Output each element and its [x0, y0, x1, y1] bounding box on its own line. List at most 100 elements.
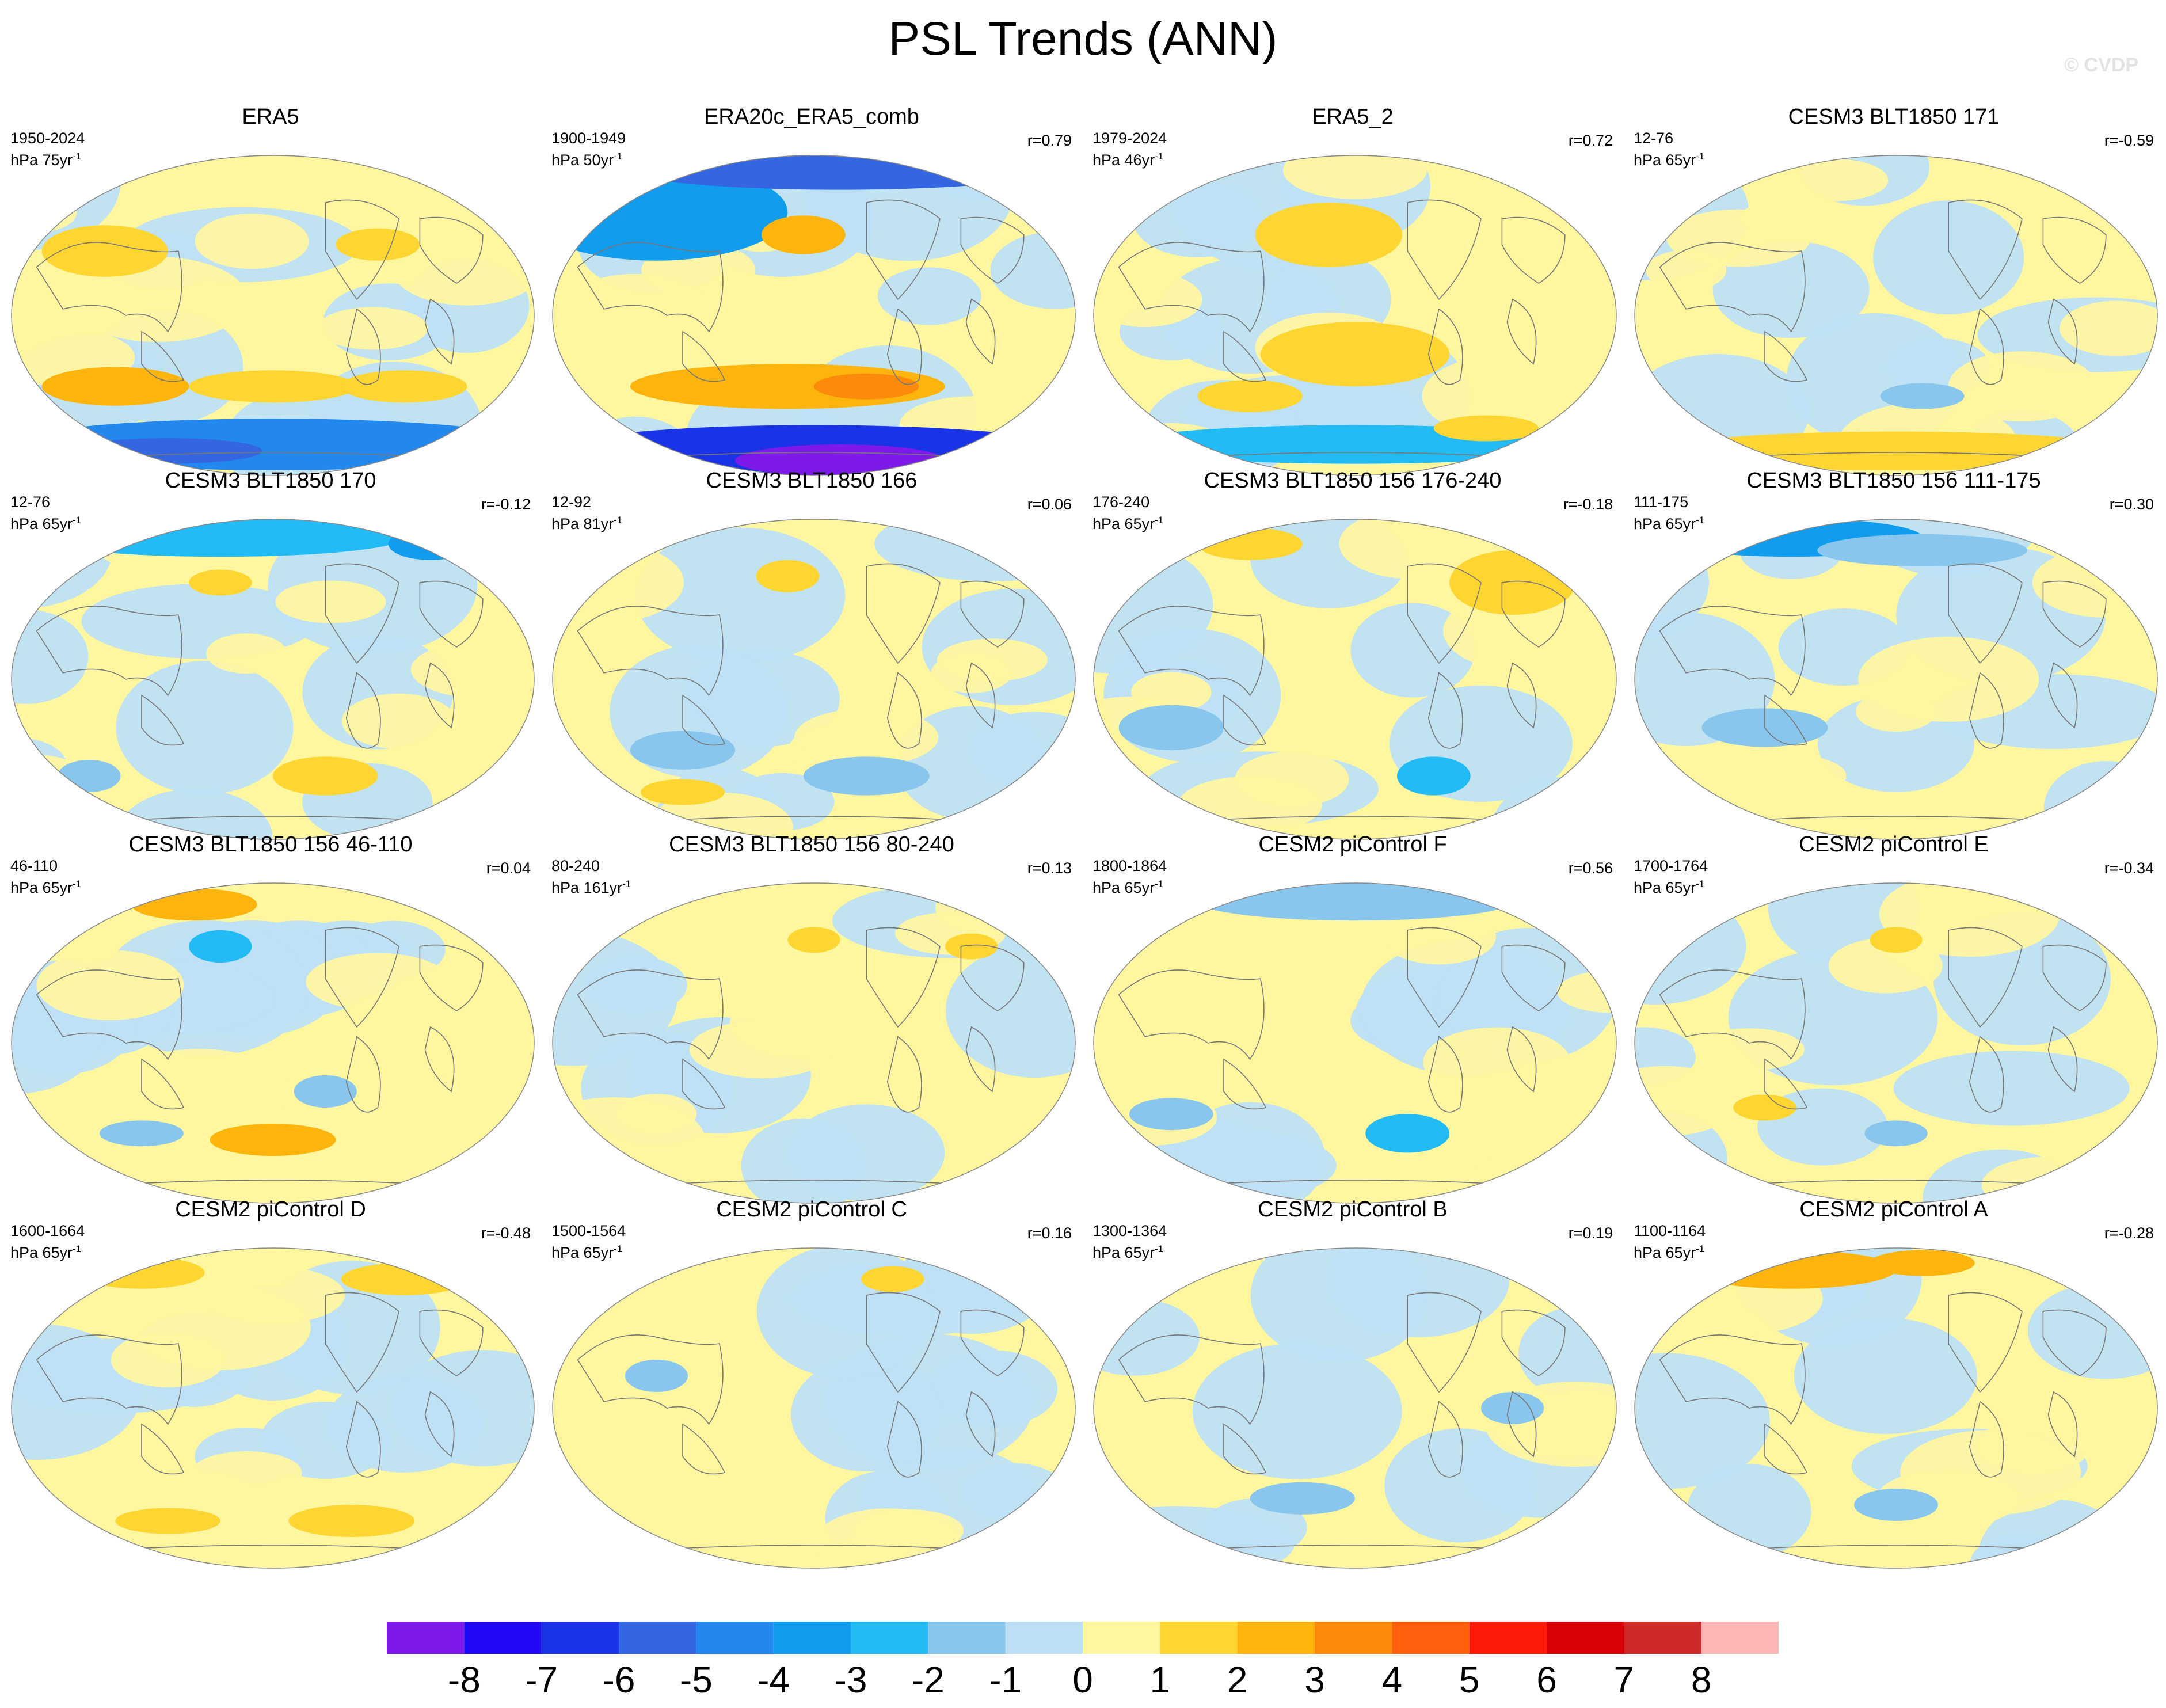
colorbar-swatch: [851, 1622, 928, 1654]
colorbar-swatch: [1469, 1622, 1547, 1654]
panel-title: CESM3 BLT1850 156 46-110: [128, 832, 413, 857]
map-panel: CESM3 BLT1850 170 12-76 hPa 65yr-1 r=-0.12: [0, 467, 541, 840]
map-panel: CESM2 piControl C 1500-1564 hPa 65yr-1 r=0.…: [541, 1196, 1082, 1569]
panel-correlation: r=0.06: [1027, 496, 1072, 513]
colorbar-swatch: [1237, 1622, 1315, 1654]
panel-title: CESM2 piControl A: [1799, 1197, 1988, 1222]
colorbar-label: 3: [1304, 1659, 1325, 1701]
panel-period: 1950-2024: [10, 130, 85, 147]
panel-units: hPa 75yr-1: [10, 151, 82, 169]
map-panel: CESM2 piControl F 1800-1864 hPa 65yr-1 r=0.…: [1082, 831, 1623, 1204]
panel-correlation: r=0.30: [2109, 496, 2154, 513]
panel-period: 1600-1664: [10, 1222, 85, 1239]
colorbar-label: -1: [989, 1659, 1022, 1701]
panel-correlation: r=-0.48: [481, 1224, 531, 1242]
colorbar: [387, 1622, 1779, 1654]
trend-map: [552, 519, 1076, 840]
panel-correlation: r=0.72: [1568, 132, 1613, 149]
panel-units: hPa 65yr-1: [1634, 515, 1705, 532]
panel-units: hPa 46yr-1: [1092, 151, 1164, 169]
trend-map: [552, 882, 1076, 1204]
trend-map: [1093, 155, 1617, 476]
colorbar-label: 4: [1381, 1659, 1403, 1701]
map-panel: CESM3 BLT1850 166 12-92 hPa 81yr-1 r=0.06: [541, 467, 1082, 840]
colorbar-swatch: [1624, 1622, 1701, 1654]
panel-title: CESM3 BLT1850 166: [706, 469, 918, 493]
trend-map: [11, 882, 535, 1204]
panel-units: hPa 65yr-1: [1634, 1243, 1705, 1261]
colorbar-swatch: [1392, 1622, 1470, 1654]
panel-title: CESM2 piControl E: [1799, 832, 1989, 857]
panel-title: ERA20c_ERA5_comb: [704, 105, 919, 129]
panel-units: hPa 50yr-1: [551, 151, 623, 169]
map-panel: CESM3 BLT1850 156 111-175 111-175 hPa 65yr…: [1623, 467, 2164, 840]
panel-period: 12-92: [551, 493, 592, 511]
trend-map: [1634, 882, 2158, 1204]
panel-period: 1979-2024: [1092, 130, 1167, 147]
map-panel: CESM2 piControl D 1600-1664 hPa 65yr-1 r=-0…: [0, 1196, 541, 1569]
panel-correlation: r=0.56: [1568, 859, 1613, 877]
panel-period: 1800-1864: [1092, 857, 1167, 874]
panel-title: CESM3 BLT1850 156 111-175: [1746, 469, 2041, 493]
trend-map: [1093, 519, 1617, 840]
panel-period: 80-240: [551, 857, 600, 874]
colorbar-labels: -8 -7 -6 -5 -4 -3 -2 -1 0 1 2 3 4 5 6 7 8: [0, 1658, 2166, 1704]
panel-units: hPa 65yr-1: [1092, 1243, 1164, 1261]
panel-units: hPa 65yr-1: [1092, 878, 1164, 896]
colorbar-label: -7: [525, 1659, 558, 1701]
colorbar-swatch: [1701, 1622, 1779, 1654]
panel-title: CESM3 BLT1850 156 80-240: [669, 832, 954, 857]
watermark: © CVDP: [2064, 54, 2138, 76]
panel-units: hPa 65yr-1: [1634, 878, 1705, 896]
map-panel: CESM2 piControl A 1100-1164 hPa 65yr-1 r=-0…: [1623, 1196, 2164, 1569]
panel-period: 1900-1949: [551, 130, 626, 147]
map-panel: ERA5 1950-2024 hPa 75yr-1: [0, 104, 541, 476]
panel-correlation: r=-0.12: [481, 496, 531, 513]
colorbar-swatch: [1547, 1622, 1624, 1654]
map-panel: CESM3 BLT1850 156 80-240 80-240 hPa 161yr-…: [541, 831, 1082, 1204]
panel-period: 1100-1164: [1634, 1222, 1706, 1239]
panel-correlation: r=0.79: [1027, 132, 1072, 149]
trend-map: [11, 155, 535, 476]
colorbar-label: -8: [447, 1659, 481, 1701]
panel-units: hPa 65yr-1: [10, 878, 82, 896]
colorbar-label: 1: [1149, 1659, 1171, 1701]
trend-map: [11, 519, 535, 840]
panel-period: 1500-1564: [551, 1222, 626, 1239]
trend-map: [1634, 1247, 2158, 1569]
colorbar-swatch: [773, 1622, 851, 1654]
map-panel: CESM2 piControl B 1300-1364 hPa 65yr-1 r=0.…: [1082, 1196, 1623, 1569]
trend-map: [1093, 1247, 1617, 1569]
colorbar-swatch: [464, 1622, 542, 1654]
colorbar-swatch: [619, 1622, 696, 1654]
panel-correlation: r=0.04: [486, 859, 531, 877]
panel-title: CESM2 piControl C: [716, 1197, 907, 1222]
panel-title: ERA5_2: [1312, 105, 1394, 129]
colorbar-label: -2: [911, 1659, 945, 1701]
colorbar-swatch: [1160, 1622, 1238, 1654]
panel-period: 46-110: [10, 857, 58, 874]
trend-map: [1093, 882, 1617, 1204]
map-panel: ERA5_2 1979-2024 hPa 46yr-1 r=0.72: [1082, 104, 1623, 476]
panel-period: 1700-1764: [1634, 857, 1708, 874]
panel-period: 12-76: [10, 493, 51, 511]
colorbar-label: 6: [1536, 1659, 1557, 1701]
panel-period: 176-240: [1092, 493, 1150, 511]
panel-period: 1300-1364: [1092, 1222, 1167, 1239]
trend-map: [11, 1247, 535, 1569]
panel-title: CESM2 piControl B: [1258, 1197, 1448, 1222]
panel-correlation: r=-0.18: [1563, 496, 1613, 513]
panel-period: 111-175: [1634, 493, 1689, 511]
colorbar-swatch: [696, 1622, 774, 1654]
panel-correlation: r=0.16: [1027, 1224, 1072, 1242]
colorbar-label: 8: [1691, 1659, 1712, 1701]
panel-title: CESM3 BLT1850 171: [1788, 105, 2000, 129]
colorbar-swatch: [928, 1622, 1006, 1654]
panel-units: hPa 65yr-1: [10, 515, 82, 532]
panel-units: hPa 65yr-1: [1092, 515, 1164, 532]
panel-title: ERA5: [242, 105, 299, 129]
panel-period: 12-76: [1634, 130, 1674, 147]
page-title: PSL Trends (ANN): [888, 13, 1278, 65]
colorbar-label: -6: [602, 1659, 635, 1701]
panel-title: CESM2 piControl F: [1258, 832, 1447, 857]
